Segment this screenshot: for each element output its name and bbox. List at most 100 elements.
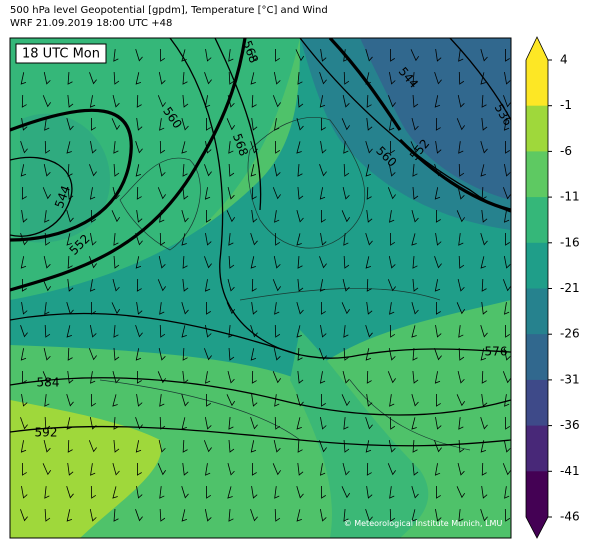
wind-barb	[503, 210, 510, 223]
wind-barb	[113, 71, 120, 85]
wind-barb	[434, 95, 441, 108]
map-frame	[9, 37, 512, 539]
wind-barb	[250, 440, 257, 453]
wind-barb	[411, 486, 419, 499]
wind-barb	[251, 301, 258, 315]
wind-barb	[343, 439, 350, 453]
wind-barb	[272, 279, 281, 292]
wind-barb	[228, 325, 234, 338]
wind-barb	[135, 141, 143, 154]
wind-barb	[89, 508, 97, 522]
wind-barb	[387, 463, 396, 476]
wind-barb	[136, 117, 143, 131]
wind-barb	[44, 232, 51, 246]
wind-barb	[112, 278, 120, 292]
wind-barb	[204, 348, 212, 361]
wind-barb	[182, 440, 188, 453]
wind-barb	[272, 187, 281, 200]
wind-barb	[366, 485, 373, 499]
wind-barb	[343, 255, 350, 269]
wind-barb	[44, 210, 50, 223]
wind-barb	[250, 348, 257, 361]
title: 500 hPa level Geopotential [gpdm], Tempe…	[10, 5, 328, 16]
wind-barb	[273, 71, 281, 85]
wind-barb	[504, 486, 510, 499]
wind-barb	[226, 394, 236, 407]
wind-barb	[365, 164, 371, 177]
wind-barb	[458, 163, 465, 177]
wind-barb	[320, 232, 327, 246]
wind-barb	[89, 324, 97, 338]
wind-barb	[135, 164, 142, 177]
wind-barb	[89, 279, 96, 292]
wind-barb	[274, 324, 281, 338]
wind-barb	[113, 347, 120, 361]
wind-barb	[411, 325, 417, 338]
wind-barb	[480, 164, 486, 177]
wind-barb	[226, 118, 236, 131]
wind-barb	[434, 348, 442, 361]
wind-barb	[411, 233, 417, 246]
wind-barb	[503, 118, 510, 131]
wind-barb	[88, 348, 97, 361]
wind-barb	[457, 278, 465, 292]
wind-barb	[480, 49, 488, 62]
colorbar-tick-label: -26	[560, 327, 580, 341]
wind-barb	[458, 71, 465, 85]
wind-barb	[135, 348, 142, 361]
wind-barb	[411, 417, 417, 430]
wind-barb	[205, 463, 211, 476]
wind-barb	[182, 348, 188, 361]
wind-barb	[205, 140, 212, 154]
wind-barb	[274, 210, 280, 223]
wind-barb	[21, 301, 28, 315]
contour-label: 592	[35, 426, 58, 440]
wind-barb	[250, 417, 258, 430]
wind-barb	[20, 72, 27, 85]
wind-barb	[434, 371, 441, 384]
wind-barb	[112, 94, 120, 108]
wind-barb	[504, 163, 511, 177]
wind-barb	[89, 95, 96, 108]
wind-barb	[228, 141, 234, 154]
colorbar: 4 -1 -6 -11 -16 -21 -26 -31 -36 -41 -46	[525, 36, 580, 539]
wind-barb	[136, 393, 143, 407]
wind-barb	[343, 141, 349, 154]
wind-barb	[434, 463, 441, 476]
wind-barb	[390, 49, 395, 62]
wind-barb	[321, 302, 326, 315]
wind-barb	[43, 439, 51, 453]
wind-barb	[481, 301, 488, 315]
wind-barb	[157, 279, 166, 292]
wind-barb	[389, 71, 396, 85]
wind-barb	[456, 486, 466, 499]
wind-barb	[113, 509, 119, 522]
wind-barb	[206, 394, 211, 407]
contour-label: 576	[485, 345, 508, 359]
badge-box	[15, 43, 107, 64]
wind-barb	[89, 416, 97, 430]
wind-barb	[251, 393, 258, 407]
wind-barb	[504, 71, 511, 85]
wind-barb	[436, 486, 441, 499]
wind-barb	[366, 95, 372, 108]
wind-barb	[503, 187, 511, 200]
wind-barb	[505, 49, 510, 62]
wind-barb	[457, 186, 465, 200]
wind-barb	[203, 440, 212, 453]
wind-barb	[412, 370, 419, 384]
wind-barb	[342, 186, 350, 200]
wind-barb	[366, 279, 372, 292]
wind-barb	[206, 302, 211, 315]
wind-barb	[90, 371, 96, 384]
wind-barb	[157, 95, 166, 108]
wind-barb	[43, 71, 51, 85]
wind-barb	[503, 95, 511, 108]
wind-barb	[67, 256, 73, 269]
wind-barb	[319, 95, 326, 108]
wind-barb	[43, 163, 51, 177]
wind-barb	[88, 440, 97, 453]
wind-barb	[250, 509, 258, 522]
wind-barb	[480, 509, 488, 522]
wind-barb	[159, 324, 166, 338]
